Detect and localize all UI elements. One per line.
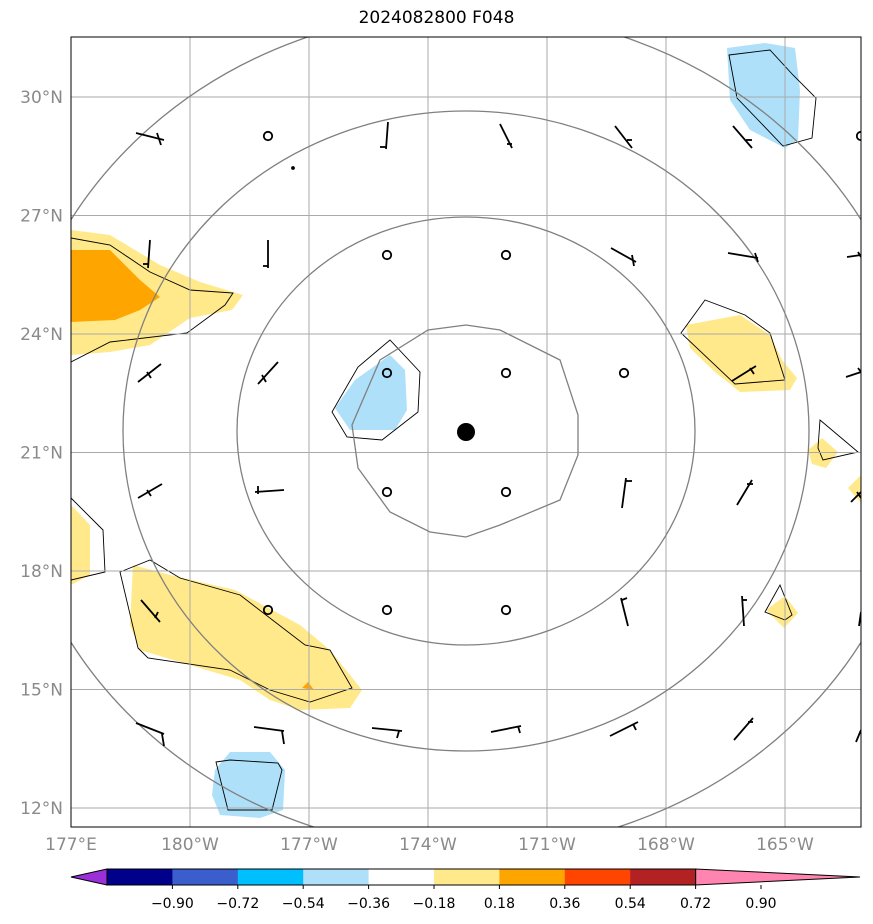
wind-barb-staff — [610, 247, 637, 263]
calm-wind-circle — [500, 249, 512, 261]
colorbar-tick-label: 0.90 — [745, 896, 776, 912]
wind-barb-staff — [620, 597, 629, 627]
colorbar-segment — [368, 869, 435, 885]
lat-tick-label: 12°N — [20, 799, 63, 819]
negative-anomaly-shading — [212, 43, 800, 818]
colorbar-tick-label: 0.18 — [484, 896, 515, 912]
lon-tick-label: 174°W — [399, 835, 457, 855]
wind-barb-flag — [261, 374, 267, 383]
lat-tick-label: 18°N — [20, 562, 63, 582]
wind-barb-flag — [749, 367, 755, 375]
colorbar-segment — [237, 869, 304, 885]
wind-barb-flag — [161, 733, 165, 747]
longitude-labels: 177°E 180°W 177°W 174°W 171°W 168°W 165°W — [45, 835, 814, 855]
wind-barb-staff — [621, 477, 627, 509]
wind-barb-flag — [517, 725, 521, 734]
colorbar-tick-label: −0.90 — [151, 896, 194, 912]
wind-barb-staff — [135, 722, 165, 735]
colorbar-tick-label: −0.54 — [282, 896, 325, 912]
wind-barb-flag — [856, 491, 861, 499]
wind-barb-staff — [490, 725, 522, 733]
wind-barb-flag — [396, 730, 400, 739]
wind-barb-flag — [146, 371, 152, 379]
wind-barb-staff — [254, 489, 285, 493]
map-gridlines — [71, 37, 861, 827]
contour-lines — [71, 49, 859, 811]
lon-tick-label: 180°W — [161, 835, 219, 855]
range-rings — [71, 37, 861, 827]
lat-tick-label: 24°N — [20, 325, 63, 345]
colorbar-segment — [499, 869, 566, 885]
wind-barb-staff — [137, 363, 162, 383]
colorbar-arrow-low — [70, 868, 108, 886]
wind-barb-staff — [257, 361, 279, 385]
colorbar-tick-label: −0.18 — [413, 896, 456, 912]
wind-barb-staff — [137, 483, 163, 499]
lat-tick-label: 27°N — [20, 207, 63, 227]
wind-barb-staff — [850, 491, 861, 503]
wind-barb-flag — [621, 597, 628, 601]
lon-tick-label: 177°E — [45, 835, 97, 855]
wind-barb-staff — [855, 729, 861, 743]
lon-tick-label: 168°W — [637, 835, 695, 855]
colorbar-frame — [106, 868, 697, 886]
lat-tick-label: 30°N — [20, 88, 63, 108]
latitude-labels: 30°N 27°N 24°N 21°N 18°N 15°N 12°N — [20, 88, 63, 819]
calm-wind-circle — [618, 367, 630, 379]
wind-barb-staff — [846, 254, 861, 258]
colorbar-tick-label: 0.72 — [680, 896, 711, 912]
colorbar-arrow-high — [695, 868, 861, 886]
colorbar-segment — [630, 869, 697, 885]
colorbar-segment — [107, 869, 173, 885]
wind-barb-flag — [146, 489, 152, 497]
colorbar-segment — [434, 869, 500, 885]
lon-tick-label: 177°W — [280, 835, 338, 855]
calm-wind-circle — [262, 604, 274, 616]
colorbar-tick-label: 0.36 — [549, 896, 580, 912]
strong-positive-shading — [71, 250, 314, 690]
wind-dot — [291, 166, 295, 170]
calm-wind-circle — [500, 486, 512, 498]
wind-barb-flag — [632, 723, 637, 731]
calm-wind-circle — [381, 249, 393, 261]
colorbar-segment — [303, 869, 370, 885]
wind-barb-flag — [754, 252, 759, 263]
colorbar-segment — [172, 869, 239, 885]
lon-tick-label: 171°W — [518, 835, 576, 855]
calm-wind-circle — [500, 604, 512, 616]
plot-frame — [70, 36, 862, 828]
wind-barb-staff — [727, 252, 759, 259]
map-title: 2024082800 F048 — [358, 8, 515, 28]
lon-tick-label: 165°W — [756, 835, 814, 855]
wind-barb-staff — [385, 121, 389, 150]
wind-barb-flag — [156, 132, 162, 146]
wind-barb-staff — [731, 365, 757, 382]
wind-barb-staff — [741, 595, 745, 627]
colorbar: −0.90 −0.72 −0.54 −0.36 −0.18 0.18 0.36 0.54 0.7… — [70, 868, 861, 912]
lat-tick-label: 21°N — [20, 444, 63, 464]
wind-barb-flag — [154, 611, 159, 619]
wind-barb-flag — [631, 254, 635, 267]
storm-center-marker — [457, 423, 475, 441]
lat-tick-label: 15°N — [20, 681, 63, 701]
calm-wind-circle — [381, 604, 393, 616]
wind-barb-staff — [614, 125, 633, 149]
wind-barb-staff — [140, 599, 161, 623]
colorbar-tick-label: 0.54 — [615, 896, 646, 912]
colorbar-segment — [564, 869, 631, 885]
colorbar-tick-label: −0.72 — [216, 896, 259, 912]
wind-barb-staff — [732, 125, 753, 149]
calm-wind-circle — [381, 367, 393, 379]
wind-barb-staff — [845, 371, 861, 378]
wind-barb-staff — [147, 239, 151, 269]
wind-barb-staff — [253, 726, 285, 732]
wind-barb-flag — [281, 730, 285, 745]
calm-wind-circle — [262, 130, 274, 142]
colorbar-tick-label: −0.36 — [347, 896, 390, 912]
wind-barb-staff — [371, 727, 403, 732]
calm-wind-circle — [381, 486, 393, 498]
calm-wind-circle — [500, 367, 512, 379]
